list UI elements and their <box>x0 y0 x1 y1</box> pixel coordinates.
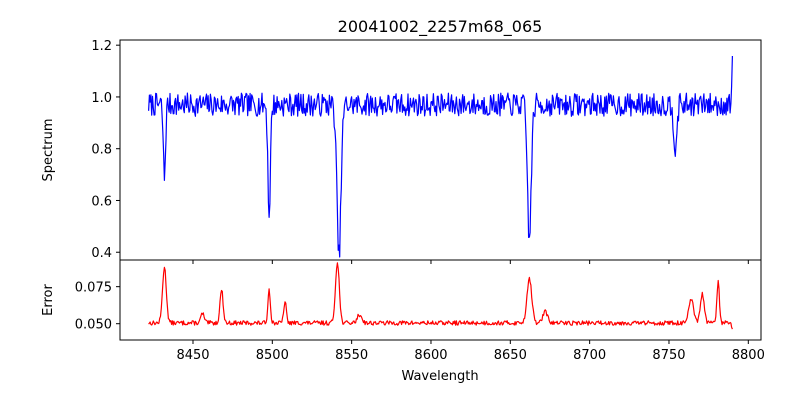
spectrum-y-tick-label: 0.6 <box>91 194 112 209</box>
error-series-line <box>148 262 733 330</box>
error-y-axis: 0.050 0.075 <box>75 281 120 333</box>
spectrum-series-line <box>148 55 733 258</box>
spectrum-y-tick-label: 1.2 <box>91 39 112 54</box>
spectrum-y-axis: 0.4 0.6 0.8 1.0 1.2 <box>91 39 120 261</box>
x-axis-label: Wavelength <box>401 369 478 384</box>
error-x-tick-label: 8800 <box>732 348 765 363</box>
error-y-axis-label: Error <box>41 284 56 316</box>
chart-title: 20041002_2257m68_065 <box>338 17 543 37</box>
error-x-tick-label: 8500 <box>256 348 289 363</box>
spectrum-y-axis-label: Spectrum <box>41 119 56 182</box>
error-x-tick-label: 8700 <box>573 348 606 363</box>
error-y-tick-label: 0.050 <box>75 318 112 333</box>
error-x-tick-label: 8550 <box>335 348 368 363</box>
spectrum-y-tick-label: 0.4 <box>91 246 112 261</box>
spectrum-panel: 0.4 0.6 0.8 1.0 1.2 Spectrum <box>41 39 762 264</box>
spectrum-y-tick-label: 0.8 <box>91 143 112 158</box>
spectrum-y-tick-label: 1.0 <box>91 91 112 106</box>
spectrum-plot-frame <box>119 39 762 261</box>
error-x-tick-label: 8600 <box>414 348 447 363</box>
error-plot-frame <box>119 259 762 341</box>
error-x-tick-label: 8450 <box>176 348 209 363</box>
error-x-tick-label: 8650 <box>494 348 527 363</box>
error-x-axis: 8450 8500 8550 8600 8650 8700 8750 8800 <box>176 340 765 363</box>
error-y-tick-label: 0.075 <box>75 281 112 296</box>
error-x-tick-label: 8750 <box>652 348 685 363</box>
spectrum-x-ticks <box>192 260 749 264</box>
